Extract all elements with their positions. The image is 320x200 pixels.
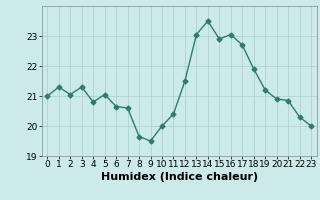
X-axis label: Humidex (Indice chaleur): Humidex (Indice chaleur)	[100, 172, 258, 182]
